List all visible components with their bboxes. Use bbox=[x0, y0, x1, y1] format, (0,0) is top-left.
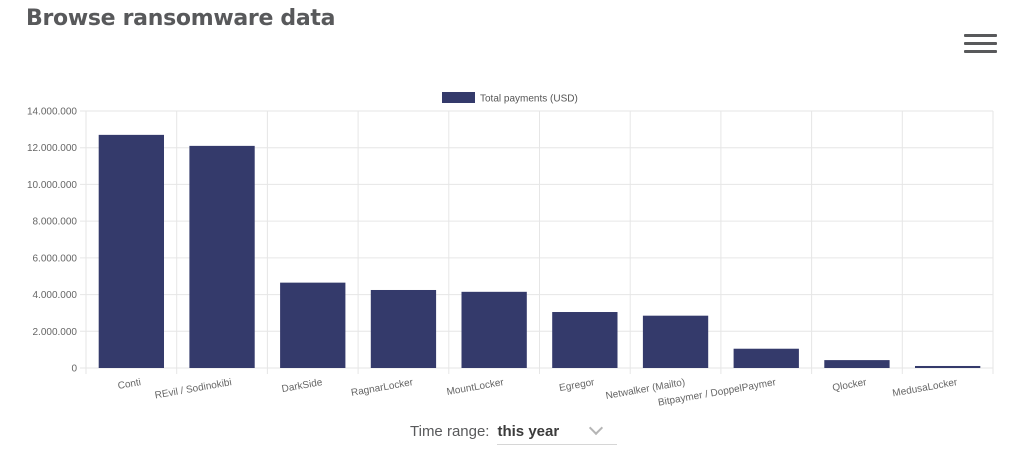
y-tick-label: 6.000.000 bbox=[33, 253, 78, 264]
hamburger-menu-button[interactable] bbox=[964, 34, 997, 54]
x-tick-label: Egregor bbox=[558, 377, 596, 394]
page-title: Browse ransomware data bbox=[26, 6, 336, 31]
hamburger-icon-line bbox=[964, 42, 997, 45]
bar[interactable] bbox=[914, 365, 981, 368]
bar[interactable] bbox=[189, 145, 255, 368]
hamburger-icon-line bbox=[964, 50, 997, 53]
bar[interactable] bbox=[824, 360, 890, 368]
chart-legend[interactable]: Total payments (USD) bbox=[442, 92, 578, 105]
hamburger-icon-line bbox=[964, 34, 997, 37]
y-tick-label: 2.000.000 bbox=[33, 327, 78, 338]
y-tick-label: 14.000.000 bbox=[27, 107, 77, 118]
bar[interactable] bbox=[370, 289, 437, 368]
y-tick-label: 12.000.000 bbox=[27, 143, 77, 154]
x-tick-label: Conti bbox=[117, 377, 142, 392]
x-tick-label: DarkSide bbox=[281, 377, 324, 395]
ransomware-payments-bar-chart: Total payments (USD) 0 2.000.000 4.000.000… bbox=[27, 92, 994, 409]
bar[interactable] bbox=[733, 348, 799, 368]
x-axis-tick-labels: Conti REvil / Sodinokibi DarkSide RagnarLoc… bbox=[117, 377, 959, 409]
y-tick-label: 8.000.000 bbox=[33, 217, 78, 228]
time-range-value: this year bbox=[497, 422, 560, 440]
time-range-select[interactable]: this year bbox=[497, 418, 618, 445]
chart-bars bbox=[98, 134, 981, 368]
x-tick-label: MountLocker bbox=[446, 377, 505, 398]
time-range-label: Time range: bbox=[410, 423, 490, 440]
time-range-control: Time range: this year bbox=[410, 418, 618, 445]
x-tick-label: Qlocker bbox=[832, 377, 868, 394]
bar[interactable] bbox=[98, 134, 165, 368]
bar[interactable] bbox=[280, 282, 346, 368]
y-tick-label: 10.000.000 bbox=[27, 180, 77, 191]
y-tick-label: 0 bbox=[71, 364, 77, 375]
legend-label: Total payments (USD) bbox=[480, 94, 578, 105]
bar[interactable] bbox=[642, 315, 709, 368]
x-tick-label: REvil / Sodinokibi bbox=[154, 377, 233, 401]
legend-swatch bbox=[442, 92, 475, 103]
bar[interactable] bbox=[552, 312, 618, 368]
x-tick-label: RagnarLocker bbox=[350, 377, 414, 399]
y-axis-tick-labels: 0 2.000.000 4.000.000 6.000.000 8.000.000 10.… bbox=[27, 107, 78, 375]
chevron-down-icon bbox=[589, 420, 604, 436]
bar[interactable] bbox=[461, 291, 527, 368]
y-tick-label: 4.000.000 bbox=[33, 290, 78, 301]
x-tick-label: MedusaLocker bbox=[892, 377, 959, 399]
